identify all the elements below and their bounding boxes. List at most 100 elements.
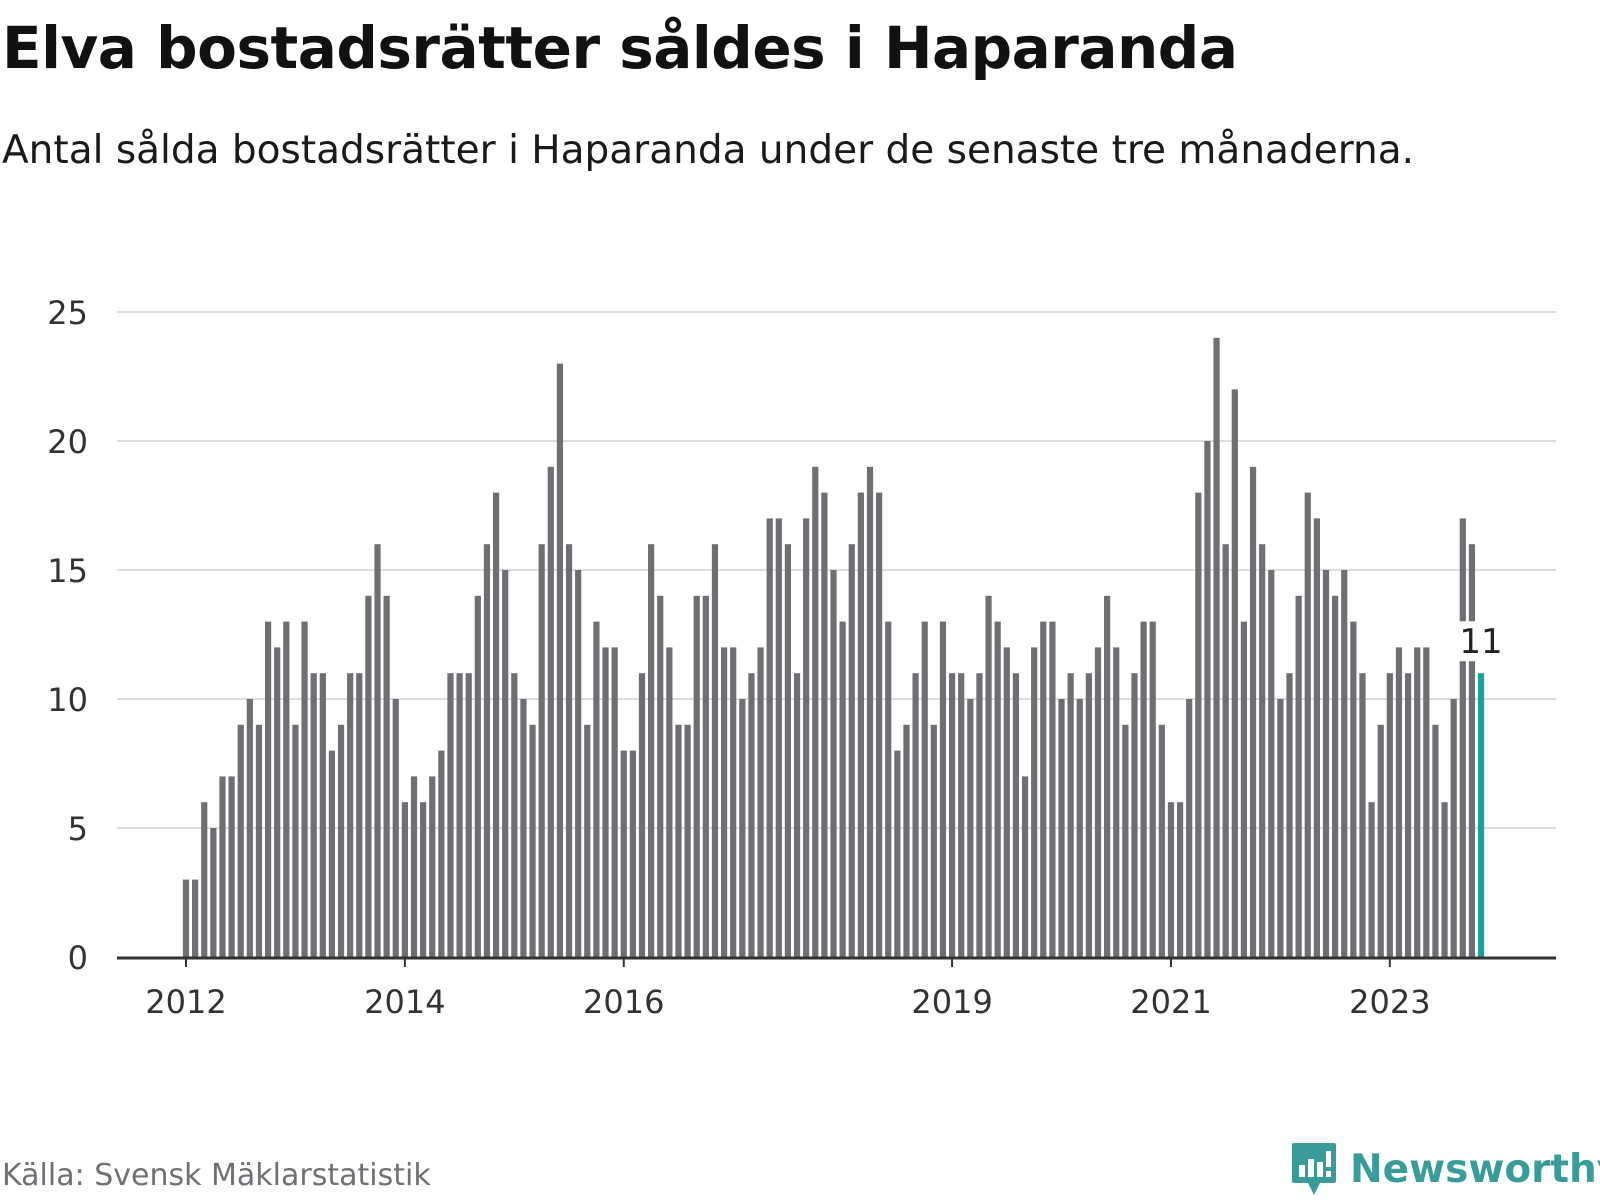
bar xyxy=(492,492,500,957)
bar xyxy=(1186,699,1193,957)
bar xyxy=(1304,492,1311,957)
bar xyxy=(821,492,828,957)
bar xyxy=(1441,802,1448,957)
bar xyxy=(1140,621,1147,957)
bar xyxy=(939,621,947,957)
bars xyxy=(182,337,1485,958)
bar xyxy=(301,621,308,957)
bar xyxy=(529,724,536,957)
bar xyxy=(629,750,636,957)
bar xyxy=(319,673,326,957)
bar xyxy=(739,699,746,957)
bar xyxy=(1350,621,1357,957)
bar xyxy=(666,647,673,957)
bar xyxy=(1040,621,1047,957)
y-axis-ticks: 0 5 10 15 20 25 xyxy=(47,294,88,977)
bar xyxy=(1368,802,1375,957)
chart-title: Elva bostadsrätter såldes i Haparanda xyxy=(2,14,1238,82)
bar-chart: 0 5 10 15 20 25 2012 2014 2016 2019 2021 2023 11 xyxy=(47,294,1556,1021)
bar xyxy=(730,647,737,957)
bar xyxy=(502,570,509,957)
bar xyxy=(1158,724,1165,957)
bar xyxy=(1049,621,1056,957)
bar xyxy=(1240,621,1248,957)
bar xyxy=(1222,544,1229,957)
bar xyxy=(310,673,317,957)
y-tick-label: 5 xyxy=(68,810,88,848)
brand[interactable]: Newsworthy xyxy=(1290,1141,1600,1197)
bar xyxy=(1067,673,1074,957)
bar xyxy=(337,724,345,957)
bar xyxy=(584,724,591,957)
bar xyxy=(1195,492,1202,957)
bar xyxy=(420,802,427,957)
bar xyxy=(803,518,810,957)
bar xyxy=(693,595,700,957)
annotation-label: 11 xyxy=(1459,622,1502,662)
bar xyxy=(264,621,272,957)
bar xyxy=(620,750,627,957)
bar xyxy=(876,492,883,957)
bar xyxy=(720,647,728,957)
bar xyxy=(1404,673,1412,957)
y-tick-label: 20 xyxy=(47,423,88,461)
bar xyxy=(182,879,190,957)
bar xyxy=(392,699,399,957)
bar xyxy=(1094,647,1102,957)
bar xyxy=(648,544,655,957)
bar xyxy=(438,750,445,957)
x-tick-label: 2019 xyxy=(911,983,992,1021)
bar xyxy=(930,724,937,957)
bar xyxy=(1468,544,1476,957)
bar xyxy=(611,647,618,957)
bar xyxy=(1204,441,1211,957)
bar xyxy=(365,595,372,957)
bar xyxy=(575,570,582,957)
bar xyxy=(912,673,919,957)
bar xyxy=(228,776,235,957)
bar xyxy=(1012,673,1020,957)
bar xyxy=(1031,647,1038,957)
bar xyxy=(1149,621,1156,957)
bar xyxy=(1076,699,1083,957)
bar xyxy=(1341,570,1348,957)
bar xyxy=(383,595,390,957)
bar xyxy=(547,466,554,957)
y-tick-label: 15 xyxy=(47,552,88,590)
bar xyxy=(903,724,910,957)
bar xyxy=(1386,673,1393,957)
bar xyxy=(456,673,463,957)
bar xyxy=(1085,673,1092,957)
bar xyxy=(593,621,600,957)
bar xyxy=(201,802,208,957)
bar xyxy=(1313,518,1320,957)
bar xyxy=(684,724,691,957)
bar xyxy=(1377,724,1384,957)
bar xyxy=(556,363,564,958)
bar xyxy=(1213,337,1220,957)
bar xyxy=(210,828,217,957)
brand-name: Newsworthy xyxy=(1350,1146,1600,1192)
bar xyxy=(1268,570,1275,957)
bar xyxy=(1286,673,1293,957)
x-tick-label: 2016 xyxy=(583,983,664,1021)
newsworthy-logo-icon xyxy=(1292,1143,1336,1195)
bar xyxy=(520,699,527,957)
x-tick-label: 2023 xyxy=(1349,983,1430,1021)
bar xyxy=(638,673,646,957)
x-tick-label: 2012 xyxy=(145,983,226,1021)
bar xyxy=(976,673,983,957)
bar xyxy=(1122,724,1129,957)
bar xyxy=(465,673,472,957)
bar xyxy=(967,699,974,957)
bar xyxy=(857,492,864,957)
bar xyxy=(848,544,855,957)
bar xyxy=(538,544,545,957)
bar xyxy=(994,621,1001,957)
bar xyxy=(192,879,199,957)
bar xyxy=(1003,647,1010,957)
bar xyxy=(255,724,263,957)
bar xyxy=(328,750,336,957)
bar xyxy=(885,621,892,957)
bar xyxy=(1167,802,1175,957)
